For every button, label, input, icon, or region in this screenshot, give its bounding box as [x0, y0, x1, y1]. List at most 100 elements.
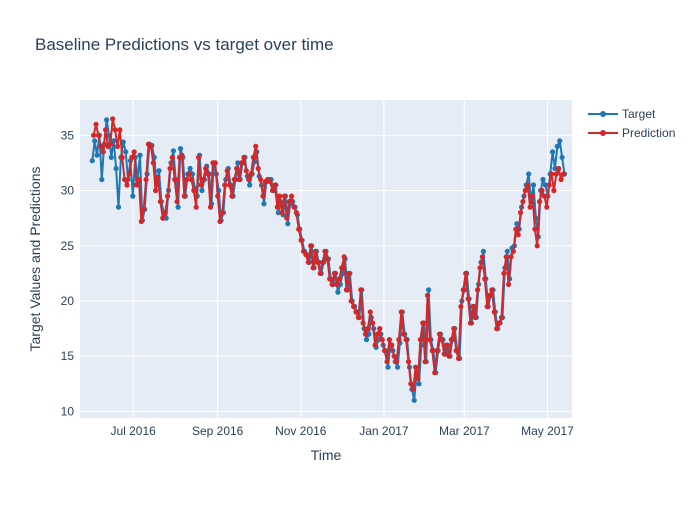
data-point-prediction	[434, 348, 440, 354]
data-point-prediction	[258, 176, 264, 183]
y-tick-label: 20	[61, 294, 75, 308]
data-point-prediction	[534, 243, 540, 249]
data-point-prediction	[510, 248, 516, 254]
data-point-prediction	[448, 337, 454, 343]
data-point-prediction	[489, 287, 495, 293]
data-point-prediction	[549, 171, 555, 177]
data-point-prediction	[463, 270, 469, 276]
data-point-prediction	[136, 176, 142, 183]
data-point-prediction	[172, 176, 178, 183]
data-point-prediction	[339, 265, 345, 271]
data-point-target	[411, 397, 417, 403]
data-point-prediction	[374, 331, 380, 337]
data-point-prediction	[169, 154, 175, 160]
data-point-target	[199, 187, 205, 194]
series-prediction	[91, 116, 567, 392]
data-point-prediction	[250, 154, 256, 160]
data-point-prediction	[436, 331, 443, 337]
data-point-prediction	[296, 226, 302, 232]
data-point-prediction	[184, 176, 190, 183]
legend-swatch-marker	[600, 111, 606, 117]
data-point-prediction	[424, 292, 431, 298]
data-point-target	[94, 152, 100, 158]
data-point-prediction	[324, 256, 330, 262]
data-point-target	[123, 149, 129, 155]
data-point-prediction	[229, 193, 235, 199]
data-point-prediction	[269, 187, 276, 194]
data-point-prediction	[415, 375, 421, 381]
x-tick-label: Sep 2016	[192, 424, 244, 438]
data-point-prediction	[365, 326, 371, 332]
data-point-prediction	[355, 314, 361, 321]
legend-swatch-marker	[600, 130, 606, 136]
data-point-target	[363, 337, 370, 343]
data-point-target	[156, 168, 162, 174]
data-point-target	[335, 289, 341, 295]
data-point-prediction	[205, 171, 211, 177]
data-point-target	[540, 176, 546, 183]
data-point-prediction	[129, 154, 135, 160]
data-point-prediction	[486, 292, 493, 298]
data-point-prediction	[126, 171, 132, 177]
data-point-prediction	[389, 342, 395, 348]
data-point-prediction	[384, 359, 390, 365]
data-point-prediction	[289, 193, 295, 199]
data-point-prediction	[181, 193, 187, 199]
data-point-target	[137, 152, 143, 158]
data-point-target	[514, 221, 520, 227]
data-point-prediction	[243, 168, 249, 174]
data-point-prediction	[203, 165, 209, 172]
data-point-prediction	[427, 337, 433, 343]
data-point-prediction	[122, 176, 128, 183]
data-point-target	[113, 165, 119, 172]
data-point-prediction	[279, 210, 285, 216]
data-point-prediction	[272, 182, 278, 188]
data-point-prediction	[200, 176, 206, 183]
data-point-target	[559, 154, 565, 160]
data-point-target	[385, 364, 391, 370]
legend-item-target[interactable]: Target	[588, 107, 656, 121]
y-axis-ticks: 10 15 20 25 30 35	[61, 128, 75, 418]
data-point-prediction	[320, 259, 326, 265]
data-point-target	[557, 138, 563, 144]
data-point-prediction	[155, 174, 161, 180]
data-point-prediction	[341, 254, 347, 260]
data-point-prediction	[134, 182, 140, 188]
data-point-prediction	[353, 309, 359, 315]
data-point-prediction	[241, 154, 247, 160]
data-point-prediction	[472, 314, 478, 321]
data-point-target	[285, 221, 291, 227]
data-point-prediction	[515, 232, 521, 238]
data-point-prediction	[255, 165, 261, 172]
data-point-target	[92, 138, 98, 144]
data-point-prediction	[110, 116, 116, 122]
data-point-prediction	[227, 182, 233, 188]
data-point-prediction	[527, 204, 533, 210]
data-point-prediction	[167, 165, 173, 172]
data-point-target	[89, 158, 95, 164]
data-point-prediction	[475, 287, 481, 293]
data-point-prediction	[479, 254, 485, 260]
data-point-prediction	[541, 193, 548, 199]
data-point-prediction	[386, 337, 392, 343]
data-point-prediction	[370, 320, 376, 326]
data-point-prediction	[162, 210, 168, 216]
data-point-target	[416, 381, 422, 387]
x-tick-label: May 2017	[521, 424, 574, 438]
data-point-prediction	[281, 193, 287, 199]
data-point-prediction	[179, 152, 185, 158]
data-point-prediction	[501, 270, 507, 276]
legend[interactable]: Target Prediction	[588, 107, 675, 140]
chart-title: Baseline Predictions vs target over time	[35, 35, 334, 54]
data-point-prediction	[558, 176, 564, 183]
data-point-prediction	[215, 193, 221, 199]
data-point-prediction	[393, 359, 400, 365]
data-point-prediction	[196, 154, 202, 160]
data-point-target	[130, 193, 136, 199]
data-point-prediction	[95, 132, 101, 138]
legend-item-prediction[interactable]: Prediction	[588, 126, 675, 140]
data-point-prediction	[405, 359, 412, 365]
data-point-prediction	[198, 182, 204, 188]
